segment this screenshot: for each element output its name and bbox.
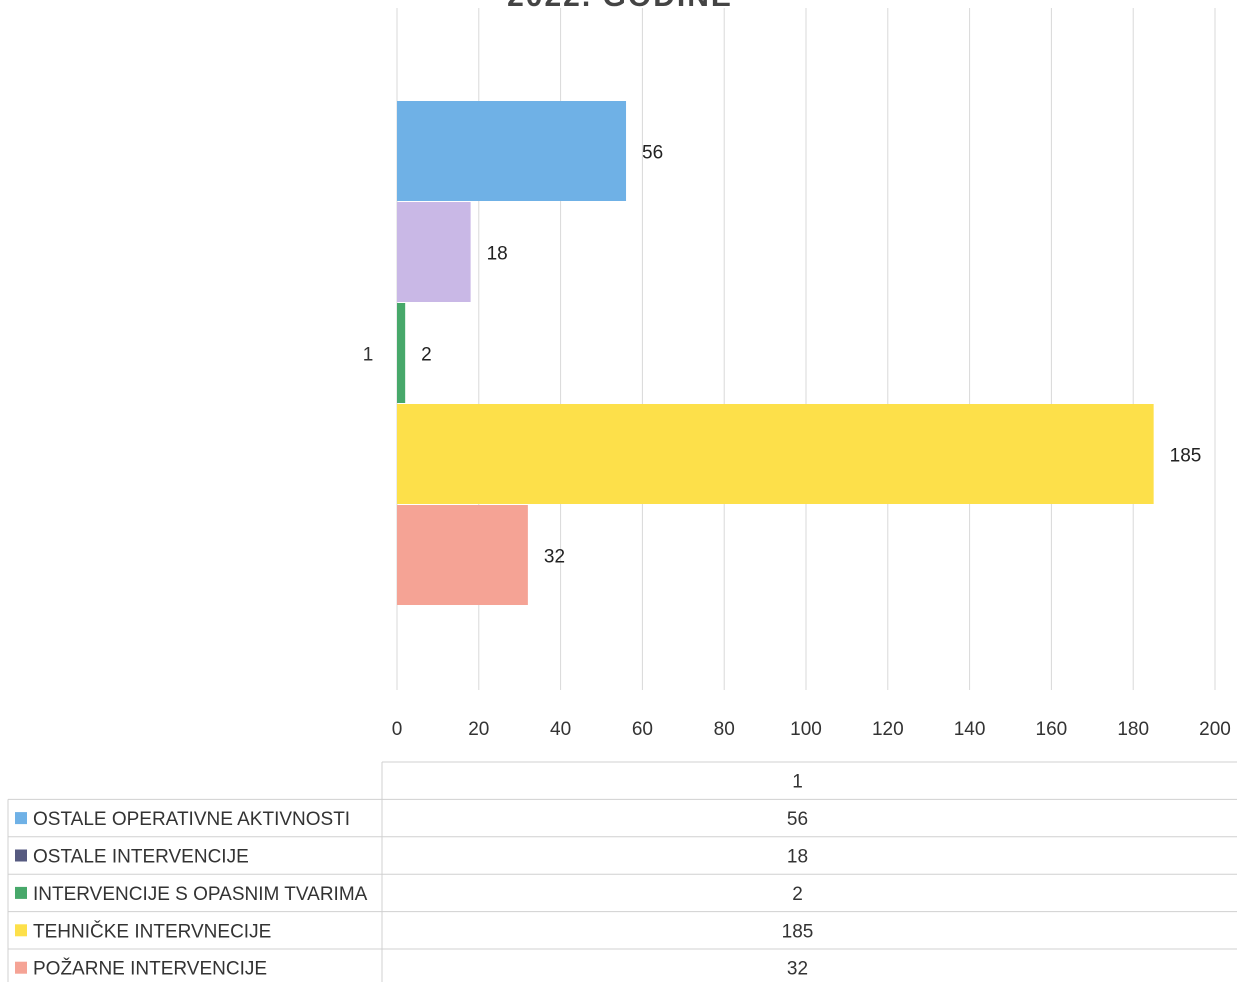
table-value-cell: 2: [792, 884, 803, 905]
legend-label: OSTALE OPERATIVNE AKTIVNOSTI: [33, 809, 350, 830]
bar: [397, 303, 406, 403]
table-value-cell: 18: [787, 847, 808, 868]
data-label: 185: [1170, 446, 1202, 467]
x-tick-label: 160: [1036, 719, 1068, 740]
data-label: 56: [642, 143, 663, 164]
x-tick-label: 20: [468, 719, 489, 740]
table-value-cell: 32: [787, 959, 808, 980]
data-label: 18: [487, 244, 508, 265]
data-label: 2: [421, 345, 432, 366]
legend-swatch: [15, 812, 27, 825]
bar: [397, 101, 627, 201]
bar: [397, 505, 528, 605]
x-tick-label: 180: [1117, 719, 1149, 740]
legend-label: INTERVENCIJE S OPASNIM TVARIMA: [33, 884, 368, 905]
category-label: 1: [363, 345, 374, 366]
table-value-cell: 56: [787, 809, 808, 830]
data-label: 32: [544, 547, 565, 568]
x-tick-label: 200: [1199, 719, 1231, 740]
table-value-cell: 185: [782, 921, 814, 942]
chart-title: 2022. GODINE: [507, 0, 733, 13]
data-table: 1 OSTALE OPERATIVNE AKTIVNOSTI 56 OSTALE IN…: [7, 761, 1237, 982]
bar: [397, 202, 471, 302]
x-tick-label: 120: [872, 719, 904, 740]
x-tick-label: 140: [954, 719, 986, 740]
x-tick-label: 80: [714, 719, 735, 740]
bars: 56 18 2 185 32 1: [363, 101, 1202, 605]
legend-label: OSTALE INTERVENCIJE: [33, 847, 249, 868]
legend-swatch: [15, 849, 27, 862]
legend-label: POŽARNE INTERVENCIJE: [33, 958, 267, 980]
x-axis-ticks: 0 20 40 60 80 100 120 140 160 180 200: [392, 719, 1231, 740]
legend-swatch: [15, 961, 27, 974]
x-tick-label: 60: [632, 719, 653, 740]
x-tick-label: 100: [790, 719, 822, 740]
legend-swatch: [15, 924, 27, 937]
legend-swatch: [15, 886, 27, 899]
legend-label: TEHNIČKE INTERVNECIJE: [33, 920, 271, 942]
x-tick-label: 0: [392, 719, 403, 740]
table-header-category: 1: [792, 772, 803, 793]
x-tick-label: 40: [550, 719, 571, 740]
bar: [397, 404, 1154, 504]
